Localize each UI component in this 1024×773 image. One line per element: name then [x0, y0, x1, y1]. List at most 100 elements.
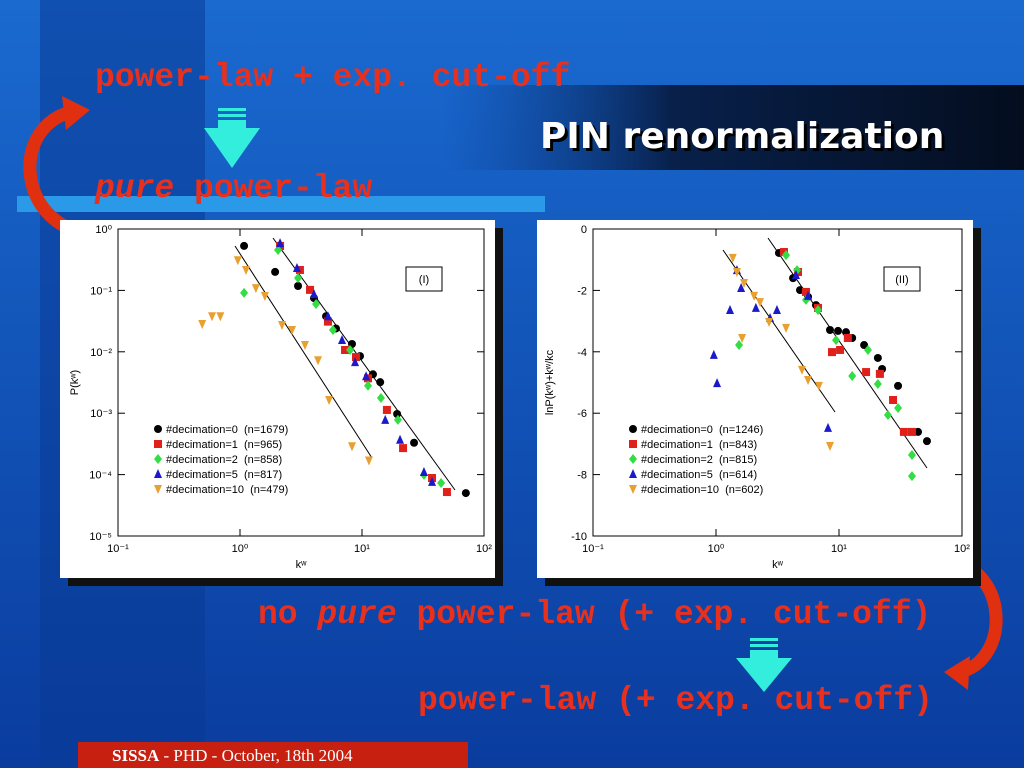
- point: [740, 279, 749, 289]
- point: [832, 335, 841, 346]
- point: [922, 437, 931, 446]
- note: pure power-law: [94, 170, 372, 207]
- point: [843, 333, 852, 342]
- point: [782, 250, 791, 261]
- legend-marker: [154, 469, 162, 478]
- y-tick-label: -2: [577, 285, 587, 297]
- point: [198, 319, 207, 329]
- emphasis: pure: [316, 596, 396, 633]
- point: [362, 371, 371, 381]
- point: [894, 402, 903, 413]
- legend-marker: [154, 440, 162, 448]
- point: [713, 378, 722, 388]
- point: [352, 353, 361, 362]
- point: [233, 256, 242, 266]
- point: [756, 298, 765, 308]
- legend-marker: [629, 469, 637, 478]
- legend-marker: [154, 454, 162, 464]
- point: [826, 442, 835, 452]
- plot-frame: [117, 228, 485, 537]
- fit-line: [272, 237, 456, 491]
- footer-text: - PHD - October, 18th 2004: [164, 746, 354, 765]
- point: [804, 376, 813, 386]
- point: [292, 262, 301, 272]
- y-tick-label: 0: [581, 224, 587, 236]
- note-text: no: [258, 596, 298, 633]
- x-tick-label: 10⁻¹: [107, 543, 129, 555]
- legend-marker: [154, 425, 162, 433]
- point: [804, 290, 813, 300]
- legend-marker: [629, 485, 637, 494]
- point: [907, 449, 916, 460]
- point: [735, 340, 744, 351]
- point: [328, 325, 337, 336]
- point: [240, 241, 249, 250]
- point: [860, 341, 869, 350]
- legend-label: #decimation=1 (n=843): [641, 439, 757, 451]
- point: [216, 312, 225, 322]
- point: [396, 434, 405, 444]
- point: [314, 356, 323, 366]
- title-band: [440, 85, 1024, 170]
- point: [276, 238, 285, 248]
- y-axis-label: lnP(kʷ)+kʷ/kc: [544, 349, 556, 415]
- note-text: power-law (+ exp. cut-off): [416, 596, 931, 633]
- y-tick-label: 10⁻¹: [90, 285, 112, 297]
- legend-label: #decimation=1 (n=965): [166, 439, 282, 451]
- point: [393, 414, 402, 425]
- point: [381, 414, 390, 424]
- y-tick-label: 10⁰: [95, 224, 112, 236]
- point: [364, 380, 373, 391]
- note: power-law (+ exp. cut-off): [418, 682, 933, 719]
- point: [883, 410, 892, 421]
- y-tick-label: -4: [577, 347, 587, 359]
- point: [862, 368, 871, 377]
- note-text: power-law: [194, 170, 372, 207]
- accent-bar: [17, 196, 545, 212]
- point: [834, 326, 843, 335]
- x-tick-label: 10¹: [354, 543, 370, 555]
- plot-frame: [592, 228, 963, 537]
- point: [274, 244, 283, 255]
- point: [814, 305, 823, 316]
- point: [325, 396, 334, 406]
- point: [889, 395, 898, 404]
- legend-marker: [629, 454, 637, 464]
- title: PIN renormalization: [540, 116, 944, 157]
- legend-label: #decimation=2 (n=858): [166, 454, 282, 466]
- point: [300, 341, 309, 351]
- point: [772, 305, 781, 315]
- point: [863, 344, 872, 355]
- x-tick-label: 10⁰: [708, 543, 725, 555]
- point: [797, 365, 806, 375]
- point: [899, 427, 908, 436]
- point: [376, 378, 385, 387]
- point: [894, 381, 903, 390]
- point: [827, 348, 836, 357]
- point: [323, 317, 332, 326]
- point: [294, 273, 303, 284]
- y-tick-label: -10: [571, 531, 587, 543]
- footer: SISSA - PHD - October, 18th 2004: [112, 746, 353, 765]
- point: [399, 444, 408, 453]
- x-tick-label: 10⁻¹: [582, 543, 604, 555]
- point: [907, 471, 916, 482]
- point: [341, 345, 350, 354]
- point: [737, 282, 746, 292]
- point: [442, 488, 451, 497]
- point: [347, 442, 356, 452]
- y-tick-label: 10⁻³: [90, 408, 112, 420]
- point: [251, 284, 260, 294]
- x-tick-label: 10²: [954, 543, 970, 555]
- point: [826, 326, 835, 335]
- x-tick-label: 10⁰: [232, 543, 249, 555]
- footer-org: SISSA: [112, 746, 160, 765]
- point: [288, 326, 297, 336]
- y-tick-label: -6: [577, 408, 587, 420]
- point: [323, 311, 332, 321]
- legend-marker: [629, 440, 637, 448]
- x-axis-label: kʷ: [772, 559, 784, 571]
- point: [801, 287, 810, 296]
